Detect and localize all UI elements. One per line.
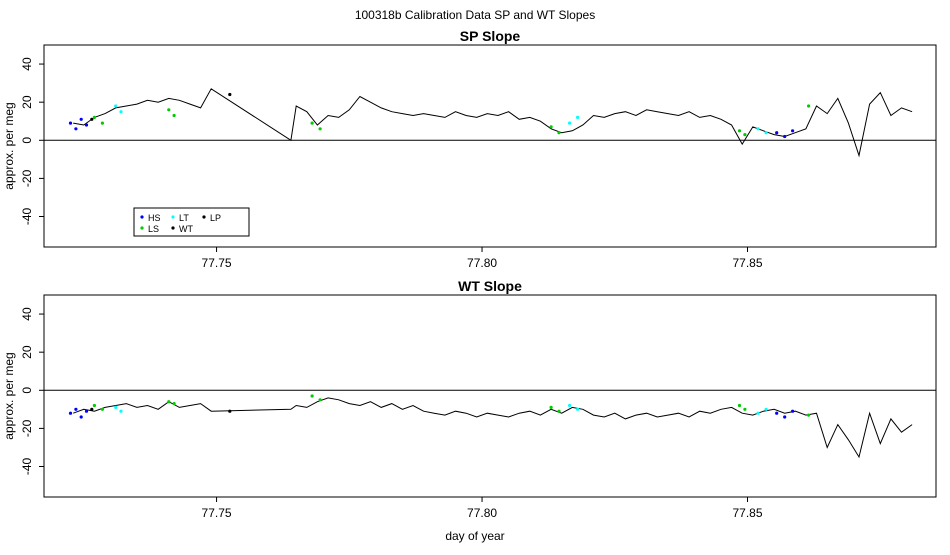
point-ls <box>92 403 96 408</box>
legend-box <box>133 207 250 237</box>
x-axis-label: day of year <box>445 529 504 543</box>
point-ls <box>807 413 811 417</box>
point-lt <box>576 407 580 411</box>
x-tick-label: 77.75 <box>202 506 232 520</box>
point-hs <box>68 121 73 125</box>
legend-marker <box>171 215 175 219</box>
x-tick-label: 77.80 <box>467 506 497 520</box>
legend-entry: LP <box>210 213 221 223</box>
point-ls <box>318 398 322 402</box>
point-ls <box>100 407 104 411</box>
point-ls <box>92 115 96 119</box>
point-lt <box>119 409 123 413</box>
y-axis-label: approx. per meg <box>2 102 16 189</box>
legend-marker <box>171 226 175 230</box>
point-lp <box>90 117 94 121</box>
series-group <box>68 394 913 459</box>
point-ls <box>310 121 314 125</box>
y-tick-label: -20 <box>20 169 34 187</box>
point-ls <box>549 405 553 409</box>
point-hs <box>775 411 779 415</box>
point-ls <box>737 129 742 133</box>
point-lt <box>568 121 572 125</box>
point-hs <box>791 129 795 133</box>
point-hs <box>84 409 89 413</box>
legend-marker <box>140 226 144 230</box>
figure-title: 100318b Calibration Data SP and WT Slope… <box>355 8 595 22</box>
point-lt <box>576 115 580 119</box>
legend-entry: LT <box>179 213 189 223</box>
x-tick-label: 77.85 <box>732 256 762 270</box>
point-hs <box>79 415 83 419</box>
y-tick-label: -40 <box>20 208 34 226</box>
point-ls <box>167 400 171 404</box>
legend-marker <box>140 215 144 219</box>
x-tick-label: 77.75 <box>202 256 232 270</box>
point-ls <box>549 125 553 129</box>
legend: HS LT LP LS WT <box>133 207 250 237</box>
point-ls <box>743 407 747 411</box>
y-tick-label: 40 <box>20 57 34 71</box>
point-hs <box>74 407 78 411</box>
point-hs <box>783 415 787 419</box>
point-lt <box>764 407 768 411</box>
point-hs <box>775 131 779 135</box>
point-ls <box>167 108 171 112</box>
point-lt <box>119 110 123 114</box>
point-hs <box>84 123 89 127</box>
point-ls <box>172 402 176 406</box>
panels: SP Slope approx. per meg -40 -20 0 20 40 77.75 7… <box>2 28 937 520</box>
point-hs <box>74 127 78 131</box>
point-ls <box>310 394 314 398</box>
point-lt <box>756 127 760 131</box>
point-ls <box>100 121 104 125</box>
point-ls <box>557 131 561 135</box>
point-hs <box>68 411 73 415</box>
legend-entry: WT <box>179 224 193 234</box>
x-tick-label: 77.80 <box>467 256 497 270</box>
panel-2: WT Slope approx. per meg -40 -20 0 20 40 77.75 7… <box>2 278 937 520</box>
plot-frame <box>43 294 937 498</box>
y-axis-label: approx. per meg <box>2 352 16 439</box>
point-lp <box>90 407 94 411</box>
plot-frame <box>43 44 937 248</box>
x-tick-label: 77.85 <box>732 506 762 520</box>
point-ls <box>737 403 742 408</box>
point-lt <box>114 104 118 108</box>
y-tick-label: 20 <box>20 345 34 359</box>
point-ls <box>318 127 322 131</box>
series-line-wt <box>73 397 913 459</box>
y-tick-label: 0 <box>20 137 34 144</box>
point-hs <box>791 409 795 413</box>
point-lp <box>228 92 232 97</box>
panel-title: WT Slope <box>458 278 522 294</box>
point-lt <box>764 131 768 135</box>
series-group <box>68 88 913 158</box>
y-tick-label: 0 <box>20 387 34 394</box>
panel-1: SP Slope approx. per meg -40 -20 0 20 40 77.75 7… <box>2 28 937 270</box>
y-tick-label: -40 <box>20 458 34 476</box>
legend-entry: LS <box>148 224 159 234</box>
legend-marker <box>202 215 206 219</box>
point-ls <box>172 113 176 118</box>
y-tick-label: -20 <box>20 419 34 437</box>
panel-title: SP Slope <box>460 28 521 44</box>
series-line-wt <box>73 88 913 158</box>
y-tick-label: 40 <box>20 307 34 321</box>
point-hs <box>79 117 83 121</box>
point-lt <box>114 405 118 409</box>
point-lt <box>568 403 572 408</box>
point-ls <box>557 409 561 413</box>
point-lt <box>756 411 760 415</box>
point-lp <box>228 409 232 413</box>
point-ls <box>743 133 747 137</box>
legend-entry: HS <box>148 213 161 223</box>
y-tick-label: 20 <box>20 95 34 109</box>
point-hs <box>783 134 787 139</box>
point-ls <box>807 104 811 108</box>
